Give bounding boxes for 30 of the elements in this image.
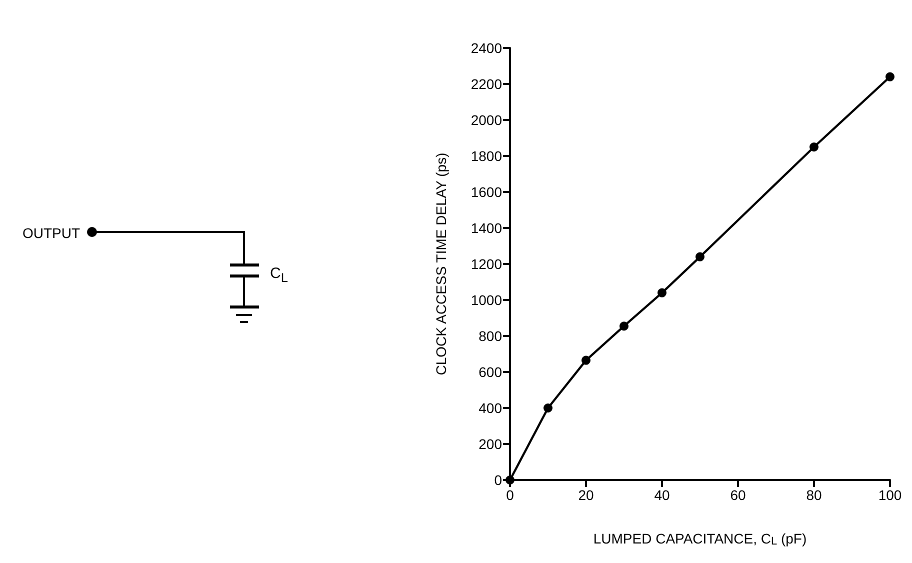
point: [810, 142, 818, 152]
x-tick-label: 20: [578, 487, 594, 503]
x-tick-label: 0: [506, 487, 514, 503]
y-tick-label: 600: [478, 364, 502, 380]
y-tick-label: 2200: [470, 76, 502, 92]
y-tick-label: 1200: [470, 256, 502, 272]
point: [658, 288, 666, 298]
y-tick-label: 2000: [470, 112, 502, 128]
point: [506, 476, 514, 484]
y-tick-label: 1600: [470, 184, 502, 200]
point: [620, 322, 628, 331]
y-tick-label: 800: [478, 328, 502, 344]
x-tick-label: 60: [730, 487, 746, 503]
y-tick-label: 400: [478, 400, 502, 416]
y-tick-label: 1800: [470, 148, 502, 164]
point: [582, 356, 590, 365]
y-tick-label: 200: [478, 436, 502, 452]
y-tick-label: 0: [494, 472, 502, 488]
y-tick-label: 2400: [470, 40, 502, 56]
point: [696, 252, 704, 262]
x-tick-label: 100: [878, 487, 902, 503]
text: C$_{L}$: [270, 265, 288, 285]
x-tick-label: 80: [806, 487, 822, 503]
point: [886, 72, 894, 82]
x-tick-label: 40: [654, 487, 670, 503]
y-axis-title: CLOCK ACCESS TIME DELAY (ps): [433, 152, 449, 376]
y-tick-label: 1000: [470, 292, 502, 308]
point: [544, 404, 552, 412]
text: OUTPUT: [22, 225, 80, 241]
y-tick-label: 1400: [470, 220, 502, 236]
